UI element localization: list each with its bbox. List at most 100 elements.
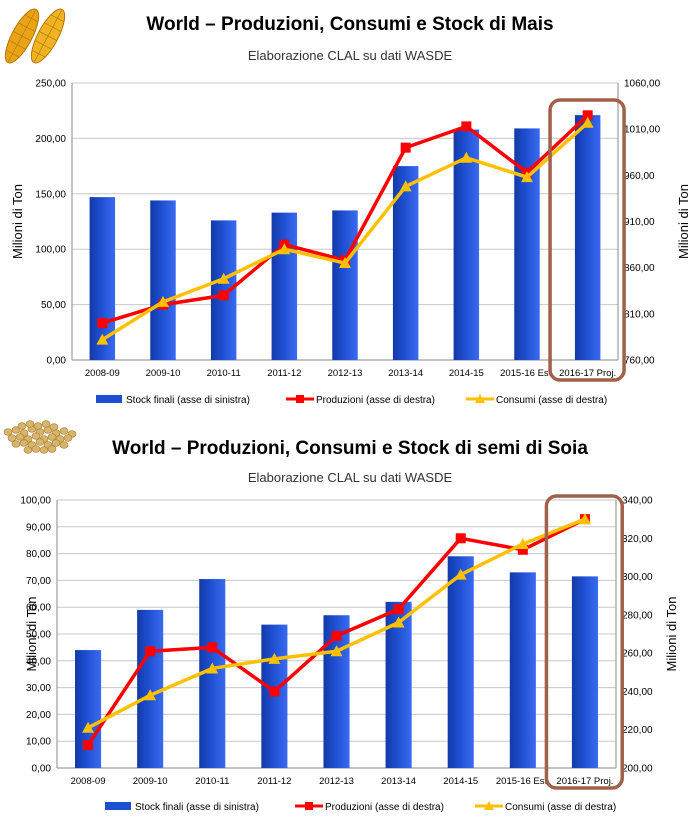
y-left-tick-label: 200,00	[35, 134, 66, 145]
y-right-tick-label: 340,00	[622, 496, 653, 507]
bar-stock-finali	[137, 609, 164, 768]
chart-title: World – Produzioni, Consumi e Stock di M…	[146, 14, 554, 35]
point-produzioni	[455, 533, 466, 544]
x-tick-label: 2014-15	[449, 368, 484, 379]
x-tick-label: 2008-09	[85, 368, 120, 379]
point-consumi	[82, 721, 95, 733]
point-consumi	[96, 333, 109, 345]
bar-stock-finali	[332, 210, 358, 360]
chart-panel-soia: 0,00 10,00 20,00 30,00 40,00 50,00 60,00 70,00 8…	[0, 412, 700, 823]
y-right-tick-label: 260,00	[622, 649, 653, 660]
y-right-tick-label: 1010,00	[624, 125, 661, 136]
point-consumi	[516, 538, 529, 550]
y-left-tick-label: 80,00	[26, 549, 51, 560]
point-consumi	[460, 151, 473, 163]
x-tick-label: 2010-11	[207, 368, 241, 379]
chart-soia: 0,00 10,00 20,00 30,00 40,00 50,00 60,00 70,00 8…	[3, 420, 679, 813]
soybean	[19, 439, 29, 447]
y-right-tick-label: 200,00	[622, 764, 653, 775]
y-right-tick-label: 910,00	[624, 217, 655, 228]
y-right-tick-label: 220,00	[622, 725, 653, 736]
x-tick-label: 2016-17 Proj.	[559, 368, 616, 379]
y-right-tick-label: 280,00	[622, 610, 653, 621]
bar-stock-finali	[453, 129, 480, 360]
bar-stock-finali	[75, 650, 102, 768]
point-consumi	[217, 272, 230, 284]
y-left-tick-label: 50,00	[26, 630, 51, 641]
soybean	[49, 423, 59, 431]
point-produzioni	[83, 740, 94, 751]
point-produzioni	[393, 604, 404, 615]
x-tick-label: 2016-17 Proj.	[556, 776, 613, 787]
x-tick-label: 2009-10	[146, 368, 181, 379]
bar-stock-finali	[385, 601, 412, 768]
y-right-tick-label: 960,00	[624, 171, 655, 182]
y-left-tick-label: 40,00	[26, 656, 51, 667]
bar-stock-finali	[574, 115, 601, 360]
point-consumi	[521, 171, 533, 183]
point-consumi	[339, 257, 351, 269]
legend-marker-consumi	[484, 801, 494, 810]
soybean	[51, 439, 61, 447]
point-consumi	[581, 116, 594, 128]
legend-marker-produzioni	[296, 395, 304, 403]
x-tick-label: 2013-14	[381, 776, 416, 787]
point-produzioni	[218, 290, 229, 301]
y-left-tick-label: 20,00	[26, 710, 51, 721]
y-right-tick-label: 1060,00	[624, 79, 661, 90]
y-left-tick-label: 90,00	[26, 522, 51, 533]
y-right-axis-title: Milioni di Ton	[664, 597, 679, 672]
x-tick-label: 2009-10	[133, 776, 168, 787]
point-produzioni	[97, 318, 108, 329]
x-tick-label: 2010-11	[195, 776, 229, 787]
legend-marker-produzioni	[305, 802, 313, 810]
point-consumi	[268, 652, 281, 664]
point-produzioni	[582, 110, 593, 121]
x-tick-label: 2013-14	[388, 368, 423, 379]
x-tick-label: 2011-12	[257, 776, 291, 787]
soybean	[35, 438, 45, 446]
point-produzioni	[207, 642, 218, 653]
point-consumi	[278, 243, 291, 255]
highlight-frame	[548, 98, 626, 382]
soybean	[63, 434, 73, 442]
point-consumi	[578, 513, 591, 525]
x-tick-label: 2011-12	[267, 368, 301, 379]
bar-stock-finali	[150, 200, 176, 360]
point-consumi	[330, 645, 343, 657]
chart-mais: 0,00 50,00 100,00 150,00 200,00 250,00 760,00 8…	[4, 8, 691, 406]
bar-stock-finali	[447, 556, 474, 768]
y-right-tick-label: 810,00	[624, 309, 655, 320]
bar-stock-finali	[509, 572, 536, 768]
legend-label-consumi: Consumi (asse di destra)	[505, 802, 616, 813]
y-left-axis-title: Milioni di Ton	[10, 184, 25, 259]
chart-panel-mais: 0,00 50,00 100,00 150,00 200,00 250,00 760,00 8…	[4, 8, 691, 406]
point-consumi	[206, 662, 219, 674]
legend-swatch-stock	[96, 395, 122, 403]
point-consumi	[144, 689, 157, 701]
chart-subtitle: Elaborazione CLAL su dati WASDE	[247, 48, 453, 63]
chart-subtitle: Elaborazione CLAL su dati WASDE	[247, 470, 453, 485]
x-tick-label: 2012-13	[328, 368, 363, 379]
y-left-tick-label: 30,00	[26, 683, 51, 694]
x-tick-label: 2014-15	[443, 776, 478, 787]
x-tick-label: 2015-16 Est.	[496, 776, 550, 787]
point-produzioni	[400, 142, 411, 153]
legend-label-produzioni: Produzioni (asse di destra)	[316, 395, 435, 406]
y-right-tick-label: 300,00	[622, 572, 653, 583]
soybean	[25, 420, 35, 428]
x-tick-label: 2012-13	[319, 776, 354, 787]
y-left-tick-label: 0,00	[47, 356, 67, 367]
y-left-tick-label: 10,00	[26, 737, 51, 748]
soybean	[15, 433, 25, 441]
y-left-tick-label: 70,00	[26, 576, 51, 587]
legend-label-stock: Stock finali (asse di sinistra)	[135, 802, 259, 813]
y-right-tick-label: 760,00	[624, 356, 655, 367]
point-produzioni	[517, 544, 528, 555]
point-produzioni	[269, 686, 280, 697]
soybean	[41, 420, 51, 428]
y-left-tick-label: 60,00	[26, 603, 51, 614]
legend-label-produzioni: Produzioni (asse di destra)	[325, 802, 444, 813]
legend-label-stock: Stock finali (asse di sinistra)	[126, 395, 250, 406]
legend-label-consumi: Consumi (asse di destra)	[496, 395, 607, 406]
